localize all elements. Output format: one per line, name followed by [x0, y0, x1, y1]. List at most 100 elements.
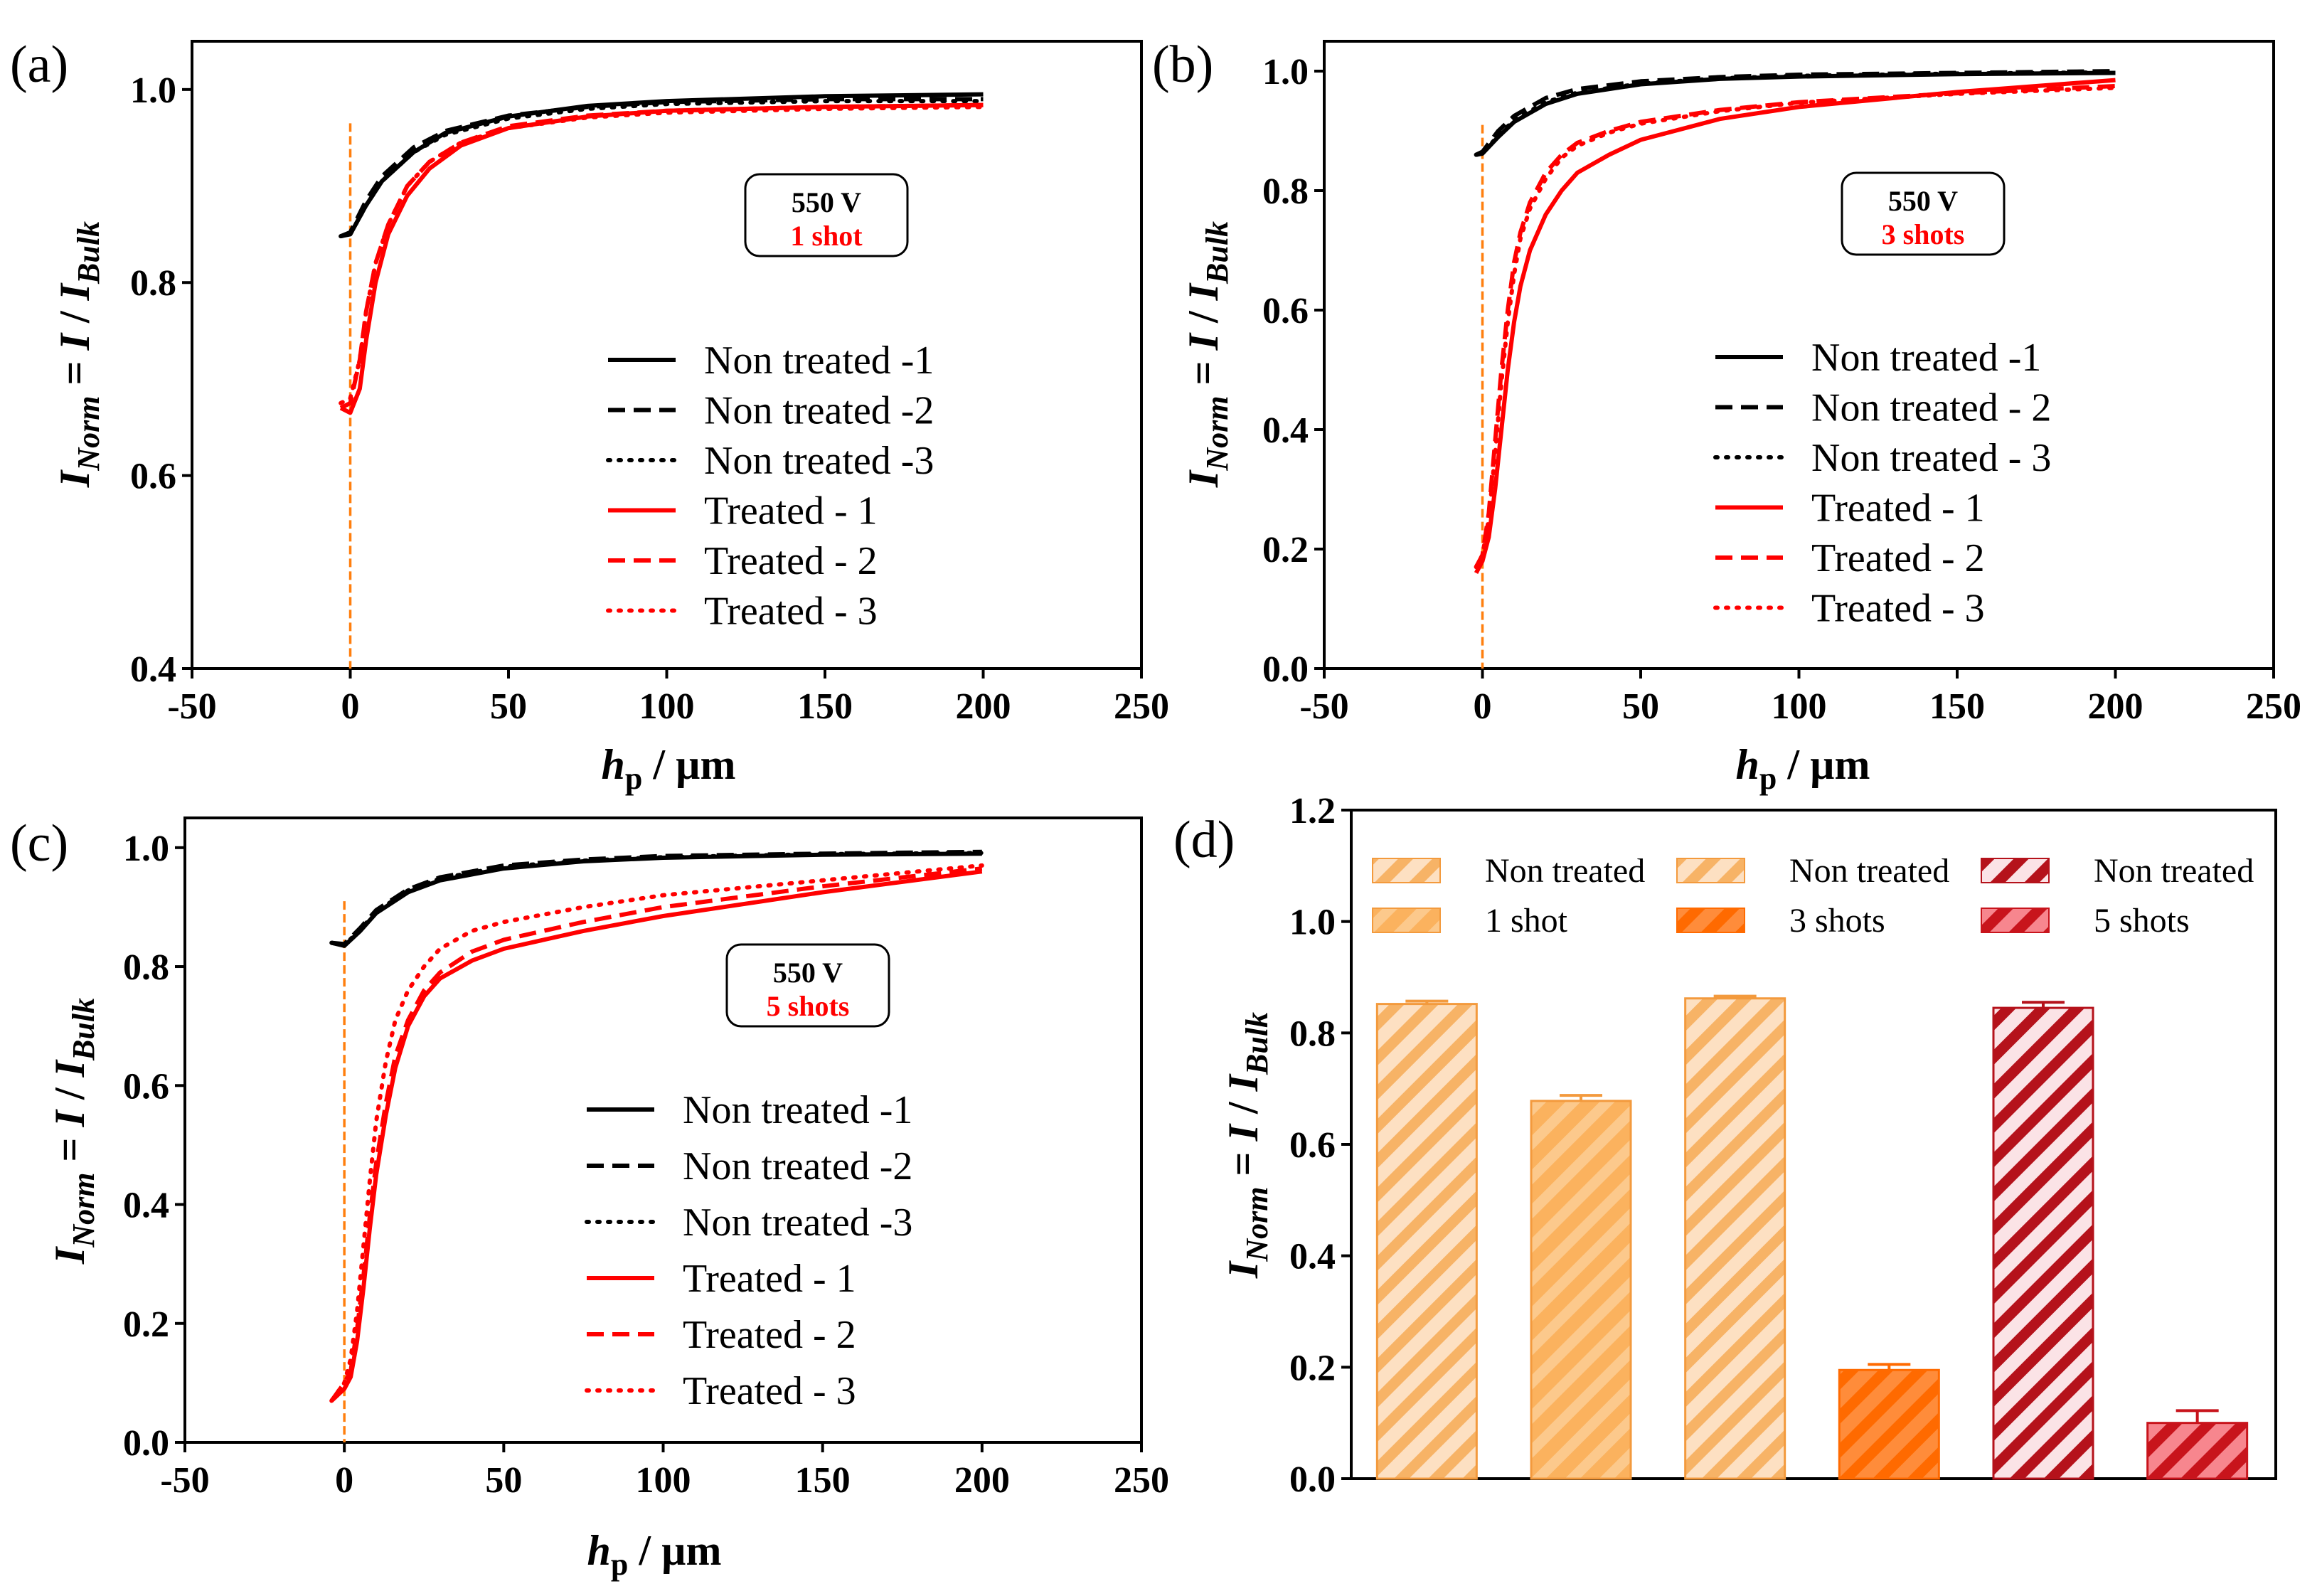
annotation-voltage-b: 550 V: [1888, 185, 1958, 217]
x-tick-label-b: 100: [1772, 686, 1827, 727]
svg-text:INorm = I / IBulk: INorm = I / IBulk: [1220, 1012, 1274, 1279]
legend-label-a-5: Treated - 2: [704, 539, 878, 583]
y-title-var3-d: I: [1220, 1073, 1267, 1092]
axis-ticks-a: -50 0 50 100 150 200 250 0.4 0.6 0.8 1.0: [130, 70, 1169, 727]
panel-a: (a) -50 0 50 100 150 200 250 0.4 0.6 0.8 1.0 550 V…: [10, 36, 1169, 796]
bar-1: [1375, 1003, 1478, 1480]
svg-text:hp / µm: hp / µm: [587, 1527, 721, 1582]
legend-swatch-d-5: [1981, 858, 2050, 883]
annotation-frame-c: [725, 943, 890, 1028]
svg-text:INorm = I / IBulk: INorm = I / IBulk: [46, 998, 101, 1265]
y-title-sub-b: Norm: [1200, 396, 1235, 472]
x-title-unit-b: / µm: [1777, 741, 1870, 788]
axis-ticks-c: -50 0 50 100 150 200 250 0.0 0.2 0.4 0.6 0.8 1.0: [123, 829, 1169, 1501]
y-title-var-a: I: [51, 469, 98, 488]
legend-label-d-1: Non treated: [1485, 852, 1645, 890]
y-title-slash-c: /: [46, 1077, 93, 1110]
y-title-var-d: I: [1220, 1260, 1267, 1279]
y-tick-label-a: 1.0: [130, 70, 176, 111]
legend-label-c-6: Treated - 3: [683, 1369, 856, 1413]
legend-label-c-2: Non treated -2: [683, 1144, 912, 1188]
y-tick-label-b: 0.2: [1262, 530, 1309, 570]
x-tick-label-a: 50: [490, 686, 527, 727]
x-tick-label-b: 0: [1474, 686, 1492, 727]
y-title-mid-d: =: [1220, 1141, 1267, 1186]
series-line-c-6: [329, 863, 984, 1403]
y-tick-label-d: 0.4: [1289, 1237, 1336, 1277]
x-title-unit-a: / µm: [642, 741, 735, 788]
legend-swatch-d-2: [1372, 908, 1441, 933]
legend-label-d-6: 5 shots: [2094, 902, 2190, 940]
series-line-a-6: [339, 105, 986, 405]
y-tick-label-b: 0.8: [1262, 171, 1309, 212]
x-tick-label-a: 0: [341, 686, 360, 727]
y-title-var2-d: I: [1220, 1122, 1267, 1142]
y-title-mid-b: =: [1180, 350, 1227, 395]
x-tick-label-c: 0: [335, 1460, 353, 1501]
legend-label-b-3: Non treated - 3: [1811, 436, 2051, 480]
x-tick-label-a: 100: [639, 686, 695, 727]
legend-label-d-3: Non treated: [1789, 852, 1949, 890]
y-tick-label-d: 0.0: [1289, 1459, 1336, 1500]
legend-label-c-3: Non treated -3: [683, 1201, 912, 1245]
curves-b: [1474, 69, 2118, 669]
legend-label-a-2: Non treated -2: [704, 389, 934, 433]
y-title-var2-c: I: [46, 1108, 93, 1127]
x-tick-label-b: 150: [1929, 686, 1985, 727]
y-tick-label-a: 0.8: [130, 263, 176, 304]
legend-label-c-5: Treated - 2: [683, 1313, 856, 1357]
y-tick-label-a: 0.6: [130, 457, 176, 497]
plot-frame-b: [1323, 40, 2275, 670]
legend-label-d-4: 3 shots: [1789, 902, 1885, 940]
x-tick-label-a: 200: [956, 686, 1011, 727]
legend-swatch-d-4: [1676, 908, 1745, 933]
y-tick-label-b: 0.6: [1262, 291, 1309, 331]
x-tick-label-b: -50: [1299, 686, 1348, 727]
legend-label-a-4: Treated - 1: [704, 489, 878, 533]
legend-label-a-3: Non treated -3: [704, 439, 934, 483]
annotation-voltage-a: 550 V: [792, 186, 861, 218]
svg-text:INorm = I / IBulk: INorm = I / IBulk: [1180, 221, 1235, 488]
y-title-slash-b: /: [1180, 300, 1227, 334]
y-title-var-c: I: [46, 1245, 93, 1265]
y-title-var3-a: I: [51, 282, 98, 301]
plot-frame-d: [1350, 809, 2277, 1480]
bar-2: [1530, 1100, 1632, 1480]
y-axis-title-c: INorm = I / IBulk: [46, 998, 101, 1265]
y-axis-title-d: INorm = I / IBulk: [1220, 1012, 1274, 1279]
svg-text:hp / µm: hp / µm: [1735, 741, 1870, 796]
panel-label-b: (b): [1152, 36, 1213, 94]
legend-d: Non treated 1 shot Non treated 3 shots Non t…: [1372, 852, 2254, 940]
series-line-c-5: [329, 866, 983, 1403]
y-tick-label-c: 0.0: [123, 1423, 169, 1464]
y-title-sub-a: Norm: [71, 396, 106, 472]
x-tick-label-a: 250: [1114, 686, 1169, 727]
y-tick-label-b: 0.0: [1262, 649, 1309, 690]
legend-label-d-5: Non treated: [2094, 852, 2254, 890]
axis-ticks-b: -50 0 50 100 150 200 250 0.0 0.2 0.4 0.6 0.8 1.0: [1262, 52, 2301, 727]
y-tick-label-c: 0.8: [123, 947, 169, 988]
legend-swatch-d-6: [1981, 908, 2050, 933]
curves-c: [329, 849, 984, 1442]
axis-ticks-d: 0.0 0.2 0.4 0.6 0.8 1.0 1.2: [1289, 791, 1351, 1500]
legend-label-b-6: Treated - 3: [1811, 587, 1985, 631]
x-title-var-b: h: [1735, 741, 1759, 788]
annotation-box-b: 550 V 3 shots: [1841, 171, 2006, 256]
series-line-c-3: [329, 851, 984, 947]
legend-b: Non treated -1 Non treated - 2 Non treated…: [1713, 336, 2051, 631]
y-title-mid-c: =: [46, 1127, 93, 1172]
panel-label-d: (d): [1173, 811, 1235, 869]
x-title-sub-c: p: [611, 1547, 628, 1582]
plot-frame-c: [183, 816, 1143, 1444]
x-title-sub-b: p: [1759, 761, 1777, 796]
y-tick-label-b: 1.0: [1262, 52, 1309, 92]
panel-d: (d) 0.0 0.2 0.4 0.6 0.8 1.0 1.2 Non treated 1 s…: [1173, 791, 2277, 1500]
legend-label-b-4: Treated - 1: [1811, 486, 1985, 531]
y-tick-label-c: 0.2: [123, 1304, 169, 1345]
panel-label-a: (a): [10, 36, 68, 94]
series-line-b-4: [1474, 78, 2116, 575]
bar-4: [1838, 1368, 1940, 1480]
x-tick-label-c: 150: [795, 1460, 851, 1501]
x-axis-title-c: hp / µm: [587, 1527, 721, 1582]
